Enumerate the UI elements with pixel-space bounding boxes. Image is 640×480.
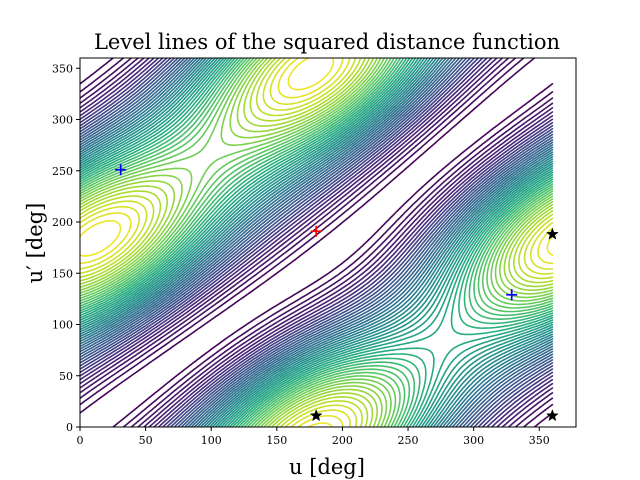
contour-level [80,58,554,427]
x-axis-ticks: 0 50 100 150 200 250 300 350 [77,427,550,447]
saddle-marker [115,164,127,176]
contour-level [80,58,554,427]
contour-level [80,58,554,427]
minimum-marker [545,227,559,240]
y-tick-label: 350 [52,62,73,75]
x-axis-label: u [deg] [289,455,365,479]
contour-level [80,58,554,427]
y-tick-label: 50 [59,370,73,383]
contour-level [80,58,554,427]
x-tick-label: 100 [201,434,222,447]
contour-level [80,58,554,427]
x-tick-label: 300 [463,434,484,447]
saddle-marker [506,289,518,301]
contour-level [80,58,554,427]
contour-level [80,58,554,427]
x-tick-label: 50 [139,434,153,447]
contour-level [80,58,554,427]
x-tick-label: 250 [398,434,419,447]
chart-title: Level lines of the squared distance func… [94,30,560,54]
contour-level [80,58,554,427]
contour-level [80,58,554,427]
y-tick-label: 300 [52,114,73,127]
contour-level [80,58,554,427]
y-tick-label: 100 [52,319,73,332]
contour-level [80,58,554,427]
contour-level [80,58,554,427]
x-tick-label: 150 [266,434,287,447]
contour-level [80,58,554,427]
contour-level [80,58,554,427]
contour-level [80,58,554,427]
contour-level [80,58,554,427]
y-axis-label: u′ [deg] [23,203,47,284]
y-tick-label: 0 [66,421,73,434]
contour-level [80,58,554,427]
contour-level [80,58,554,427]
x-tick-label: 200 [332,434,353,447]
maximum-marker [310,225,322,237]
y-tick-label: 200 [52,216,73,229]
y-axis-ticks: 0 50 100 150 200 250 300 350 [52,62,80,434]
contour-level [80,58,554,427]
contour-level [80,58,554,427]
plot-frame [79,57,577,428]
x-tick-label: 0 [77,434,84,447]
minimum-marker [309,409,323,422]
contour-level [80,58,554,427]
minimum-marker [545,409,559,422]
contour-level [80,58,554,427]
markers [115,164,559,422]
contour-lines [80,58,554,427]
contour-level [80,58,554,427]
x-tick-label: 350 [529,434,550,447]
contour-level [80,58,554,427]
contour-level [80,58,554,427]
y-tick-label: 250 [52,165,73,178]
contour-level [80,58,554,427]
y-tick-label: 150 [52,267,73,280]
contour-level [80,58,554,427]
